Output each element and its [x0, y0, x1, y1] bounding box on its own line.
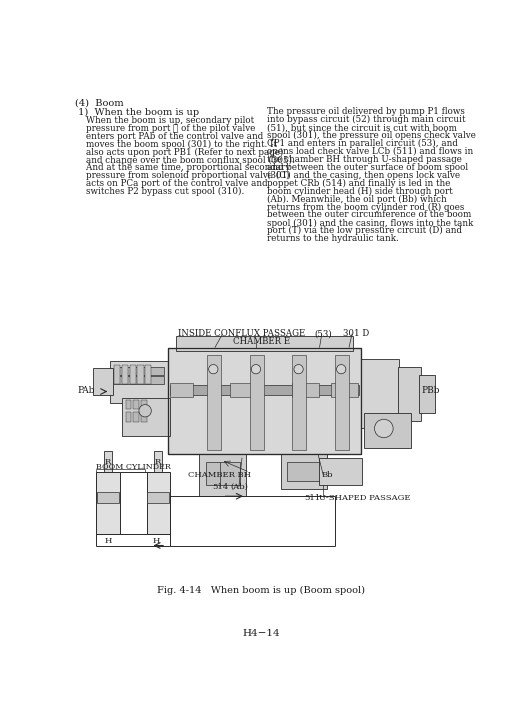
Bar	[126, 400, 131, 409]
Bar	[249, 355, 263, 450]
Text: acts on PCa port of the control valve and: acts on PCa port of the control valve an…	[75, 179, 267, 189]
Bar	[97, 492, 119, 503]
Text: returns to the hydraulic tank.: returns to the hydraulic tank.	[266, 234, 398, 243]
Bar	[419, 375, 434, 413]
Text: (51), but since the circuit is cut with boom: (51), but since the circuit is cut with …	[266, 123, 456, 132]
Bar	[114, 367, 164, 375]
Text: pressure from solenoid proportional valve (C): pressure from solenoid proportional valv…	[75, 171, 289, 181]
Bar	[397, 367, 420, 421]
Bar	[169, 384, 358, 395]
Text: H: H	[152, 537, 159, 545]
Circle shape	[336, 365, 345, 373]
Text: (53): (53)	[314, 329, 331, 338]
Bar	[334, 355, 348, 450]
Bar	[129, 365, 135, 384]
Bar	[122, 365, 128, 384]
Text: 511: 511	[303, 494, 320, 502]
Circle shape	[293, 365, 303, 373]
Text: And at the same time, proportional secondary: And at the same time, proportional secon…	[75, 163, 290, 173]
Text: also acts upon port PB1 (Refer to next page): also acts upon port PB1 (Refer to next p…	[75, 148, 283, 157]
Bar	[137, 365, 144, 384]
Bar	[168, 347, 360, 454]
Bar	[292, 355, 306, 450]
Text: opens load check valve LCb (511) and flows in: opens load check valve LCb (511) and flo…	[266, 147, 472, 157]
Circle shape	[251, 365, 260, 373]
Bar	[145, 365, 151, 384]
Bar	[168, 347, 360, 454]
Bar	[141, 400, 147, 409]
Bar	[360, 359, 399, 429]
Bar	[147, 472, 169, 534]
Bar	[154, 451, 162, 476]
Text: CHAMBER BH: CHAMBER BH	[187, 471, 250, 479]
Text: CHAMBER E: CHAMBER E	[232, 337, 289, 346]
Bar	[330, 383, 357, 397]
Bar	[176, 336, 352, 352]
Text: (Ab): (Ab)	[230, 483, 248, 491]
Text: switches P2 bypass cut spool (310).: switches P2 bypass cut spool (310).	[75, 187, 244, 197]
Text: enters port PAb of the control valve and: enters port PAb of the control valve and	[75, 132, 263, 141]
Text: spool (301), the pressure oil opens check valve: spool (301), the pressure oil opens chec…	[266, 131, 475, 141]
Bar	[230, 383, 253, 397]
Text: R: R	[154, 459, 160, 467]
Text: spool (301) and the casing, flows into the tank: spool (301) and the casing, flows into t…	[266, 218, 472, 228]
Text: into bypass circuit (52) through main circuit: into bypass circuit (52) through main ci…	[266, 115, 464, 124]
Circle shape	[374, 419, 392, 438]
Bar	[169, 383, 193, 397]
Text: port (T) via the low pressure circuit (D) and: port (T) via the low pressure circuit (D…	[266, 226, 461, 235]
Bar	[133, 400, 138, 409]
Bar	[292, 383, 319, 397]
Bar	[122, 397, 169, 436]
Text: R: R	[104, 459, 110, 467]
Bar	[141, 412, 147, 422]
Text: H: H	[104, 537, 111, 545]
Text: boom cylinder head (H) side through port: boom cylinder head (H) side through port	[266, 186, 451, 196]
Bar	[199, 454, 245, 496]
Text: The pressure oil delivered by pump P1 flows: The pressure oil delivered by pump P1 fl…	[266, 108, 464, 116]
Bar	[147, 492, 169, 503]
Text: (4)  Boom: (4) Boom	[75, 98, 124, 107]
Text: BOOM CYLINDER: BOOM CYLINDER	[96, 463, 171, 471]
Bar	[319, 458, 361, 485]
Text: moves the boom spool (301) to the right. It: moves the boom spool (301) to the right.…	[75, 140, 277, 149]
Text: the chamber BH through U-shaped passage: the chamber BH through U-shaped passage	[266, 155, 461, 164]
Bar	[110, 360, 169, 403]
Bar	[114, 365, 120, 384]
Bar	[280, 454, 327, 488]
Text: U-SHAPED PASSAGE: U-SHAPED PASSAGE	[319, 494, 410, 502]
Text: between the outer circumference of the boom: between the outer circumference of the b…	[266, 210, 470, 219]
Text: and change over the boom conflux spool (305).: and change over the boom conflux spool (…	[75, 156, 295, 165]
Bar	[114, 376, 164, 384]
Bar	[126, 412, 131, 422]
Text: 301 D: 301 D	[342, 329, 369, 338]
Text: (Ab). Meanwhile, the oil port (Bb) which: (Ab). Meanwhile, the oil port (Bb) which	[266, 194, 446, 204]
Text: poppet CRb (514) and finally is led in the: poppet CRb (514) and finally is led in t…	[266, 179, 449, 188]
Bar	[207, 355, 220, 450]
Text: PAb: PAb	[77, 386, 95, 395]
Bar	[133, 412, 138, 422]
Circle shape	[208, 365, 217, 373]
Text: H4−14: H4−14	[242, 630, 279, 638]
Text: INSIDE CONFLUX PASSAGE: INSIDE CONFLUX PASSAGE	[178, 329, 305, 338]
Bar	[93, 368, 112, 395]
Text: PBb: PBb	[421, 386, 439, 395]
Bar	[287, 462, 321, 480]
Text: and between the outer surface of boom spool: and between the outer surface of boom sp…	[266, 163, 467, 172]
Text: (301) and the casing, then opens lock valve: (301) and the casing, then opens lock va…	[266, 171, 459, 180]
Text: Fig. 4-14   When boom is up (Boom spool): Fig. 4-14 When boom is up (Boom spool)	[157, 586, 364, 596]
Text: 1)  When the boom is up: 1) When the boom is up	[75, 108, 199, 116]
Bar	[364, 413, 410, 448]
Text: CP1 and enters in parallel circuit (53), and: CP1 and enters in parallel circuit (53),…	[266, 139, 457, 149]
Circle shape	[138, 405, 151, 417]
Text: Bb: Bb	[321, 471, 332, 479]
Bar	[104, 451, 111, 476]
Bar	[205, 462, 239, 485]
Text: returns from the boom cylinder rod (R) goes: returns from the boom cylinder rod (R) g…	[266, 202, 463, 212]
Bar	[96, 472, 119, 534]
Text: pressure from port ④ of the pilot valve: pressure from port ④ of the pilot valve	[75, 124, 255, 132]
Text: When the boom is up, secondary pilot: When the boom is up, secondary pilot	[75, 116, 254, 124]
Text: 514: 514	[212, 483, 229, 491]
